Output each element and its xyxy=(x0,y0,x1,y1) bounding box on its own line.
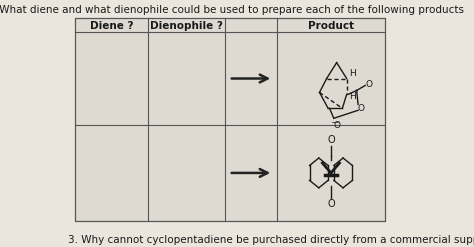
Text: 2. What diene and what dienophile could be used to prepare each of the following: 2. What diene and what dienophile could … xyxy=(0,5,464,15)
Text: Dienophile ?: Dienophile ? xyxy=(150,21,223,31)
Text: O: O xyxy=(327,135,335,145)
Text: Diene ?: Diene ? xyxy=(90,21,134,31)
Text: Product: Product xyxy=(308,21,354,31)
Text: H: H xyxy=(349,92,356,101)
Bar xyxy=(75,18,385,221)
Text: O: O xyxy=(365,80,372,89)
Text: O: O xyxy=(327,199,335,209)
Text: O: O xyxy=(357,104,365,113)
Text: H: H xyxy=(349,69,356,78)
Text: O: O xyxy=(333,121,340,130)
Text: 3. Why cannot cyclopentadiene be purchased directly from a commercial supplier?: 3. Why cannot cyclopentadiene be purchas… xyxy=(68,235,474,245)
